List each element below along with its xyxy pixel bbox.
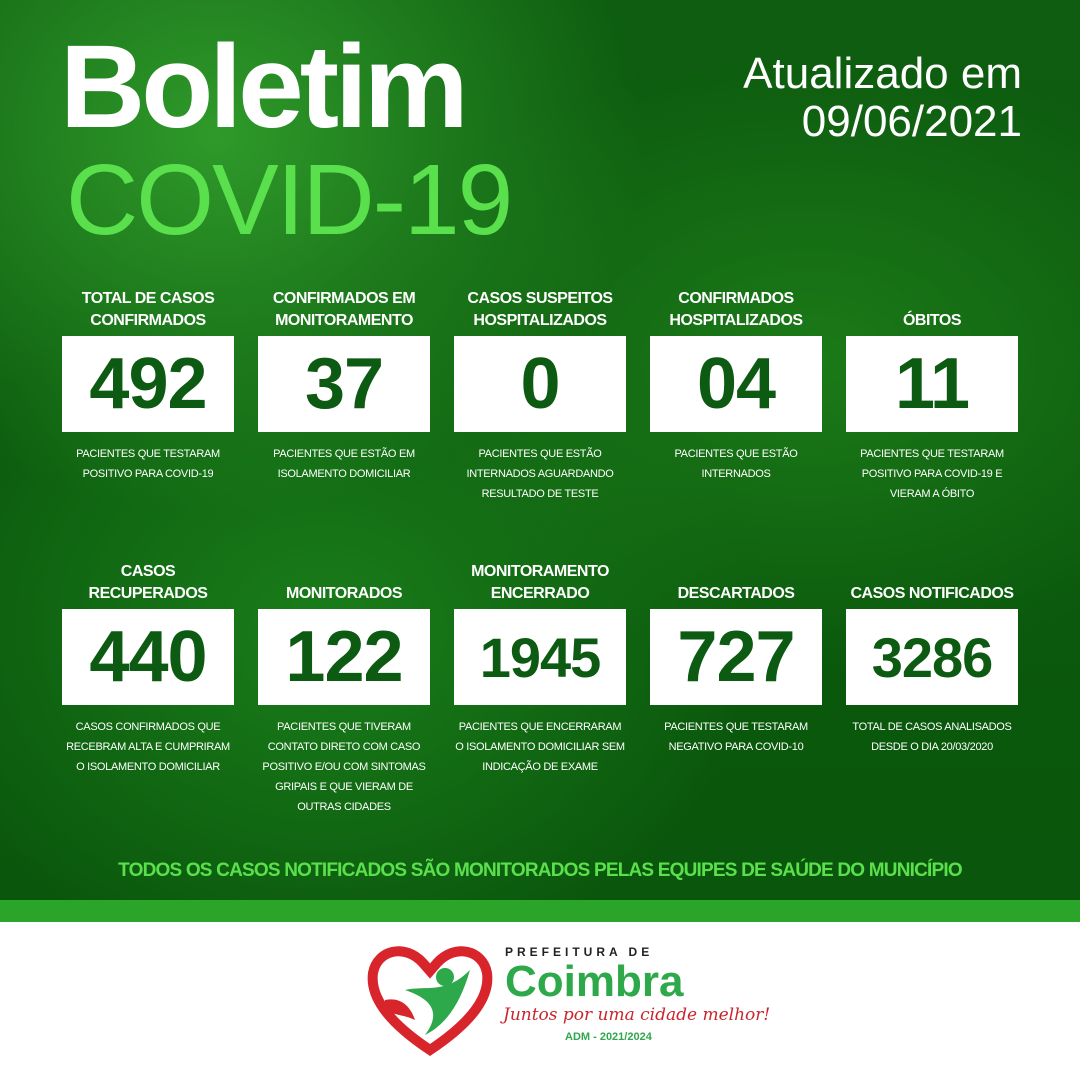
stat-value: 11 [846, 336, 1018, 432]
updated-info: Atualizado em 09/06/2021 [743, 50, 1022, 146]
stat-title: CASOS NOTIFICADOS [850, 585, 1014, 602]
stat-card: TOTAL DE CASOS CONFIRMADOS 492 PACIENTES… [62, 282, 234, 484]
stat-card: CASOS SUSPEITOS HOSPITALIZADOS 0 PACIENT… [454, 282, 626, 504]
updated-date: 09/06/2021 [801, 97, 1022, 146]
stat-card: MONITORAMENTO ENCERRADO 1945 PACIENTES Q… [454, 555, 626, 777]
subtitle: COVID-19 [66, 144, 513, 256]
stat-value: 492 [62, 336, 234, 432]
stat-title: CONFIRMADOS EM MONITORAMENTO [272, 290, 416, 329]
logo-prefix: PREFEITURA DE [505, 945, 654, 959]
stat-value: 440 [62, 609, 234, 705]
title: Boletim [60, 21, 469, 153]
stat-title: CASOS RECUPERADOS [88, 563, 208, 602]
stat-value: 0 [454, 336, 626, 432]
stat-description: PACIENTES QUE ENCERRARAM O ISOLAMENTO DO… [455, 721, 625, 773]
stat-value: 37 [258, 336, 430, 432]
stat-description: PACIENTES QUE TESTARAM POSITIVO PARA COV… [860, 448, 1004, 500]
stat-description: PACIENTES QUE TESTARAM POSITIVO PARA COV… [76, 448, 220, 480]
logo: PREFEITURA DE Coimbra Juntos por uma cid… [365, 935, 770, 1060]
heart-logo-icon [367, 946, 493, 1057]
stat-card: CASOS NOTIFICADOS 3286 TOTAL DE CASOS AN… [846, 555, 1018, 757]
stat-description: PACIENTES QUE ESTÃO INTERNADOS AGUARDAND… [466, 448, 614, 500]
background [0, 0, 1080, 900]
stat-card: DESCARTADOS 727 PACIENTES QUE TESTARAM N… [650, 555, 822, 757]
stat-value: 1945 [454, 609, 626, 705]
logo-name: Coimbra [505, 957, 684, 1006]
stat-description: PACIENTES QUE TIVERAM CONTATO DIRETO COM… [262, 721, 426, 813]
logo-term: ADM - 2021/2024 [565, 1031, 652, 1043]
updated-label: Atualizado em [743, 49, 1022, 98]
stat-title: MONITORADOS [286, 585, 402, 602]
stat-card: ÓBITOS 11 PACIENTES QUE TESTARAM POSITIV… [846, 282, 1018, 504]
stat-title: CASOS SUSPEITOS HOSPITALIZADOS [467, 290, 613, 329]
stat-title: MONITORAMENTO ENCERRADO [471, 563, 609, 602]
stat-value: 3286 [846, 609, 1018, 705]
stat-title: TOTAL DE CASOS CONFIRMADOS [81, 290, 215, 329]
logo-slogan: Juntos por uma cidade melhor! [503, 1005, 771, 1025]
green-bar [0, 900, 1080, 922]
stat-value: 727 [650, 609, 822, 705]
stat-description: PACIENTES QUE ESTÃO EM ISOLAMENTO DOMICI… [273, 448, 415, 480]
footer-note: TODOS OS CASOS NOTIFICADOS SÃO MONITORAD… [118, 860, 963, 881]
stat-value: 04 [650, 336, 822, 432]
stat-title: CONFIRMADOS HOSPITALIZADOS [669, 290, 803, 329]
stat-card: CONFIRMADOS EM MONITORAMENTO 37 PACIENTE… [258, 282, 430, 484]
stat-description: CASOS CONFIRMADOS QUE RECEBRAM ALTA E CU… [66, 721, 230, 773]
stat-title: ÓBITOS [902, 312, 962, 329]
stat-value: 122 [258, 609, 430, 705]
stat-description: PACIENTES QUE ESTÃO INTERNADOS [674, 448, 798, 480]
stat-card: CASOS RECUPERADOS 440 CASOS CONFIRMADOS … [62, 555, 234, 777]
stat-card: MONITORADOS 122 PACIENTES QUE TIVERAM CO… [258, 555, 430, 817]
stat-description: TOTAL DE CASOS ANALISADOS DESDE O DIA 20… [852, 721, 1012, 753]
stat-card: CONFIRMADOS HOSPITALIZADOS 04 PACIENTES … [650, 282, 822, 484]
stat-description: PACIENTES QUE TESTARAM NEGATIVO PARA COV… [664, 721, 808, 753]
stat-title: DESCARTADOS [677, 585, 795, 602]
